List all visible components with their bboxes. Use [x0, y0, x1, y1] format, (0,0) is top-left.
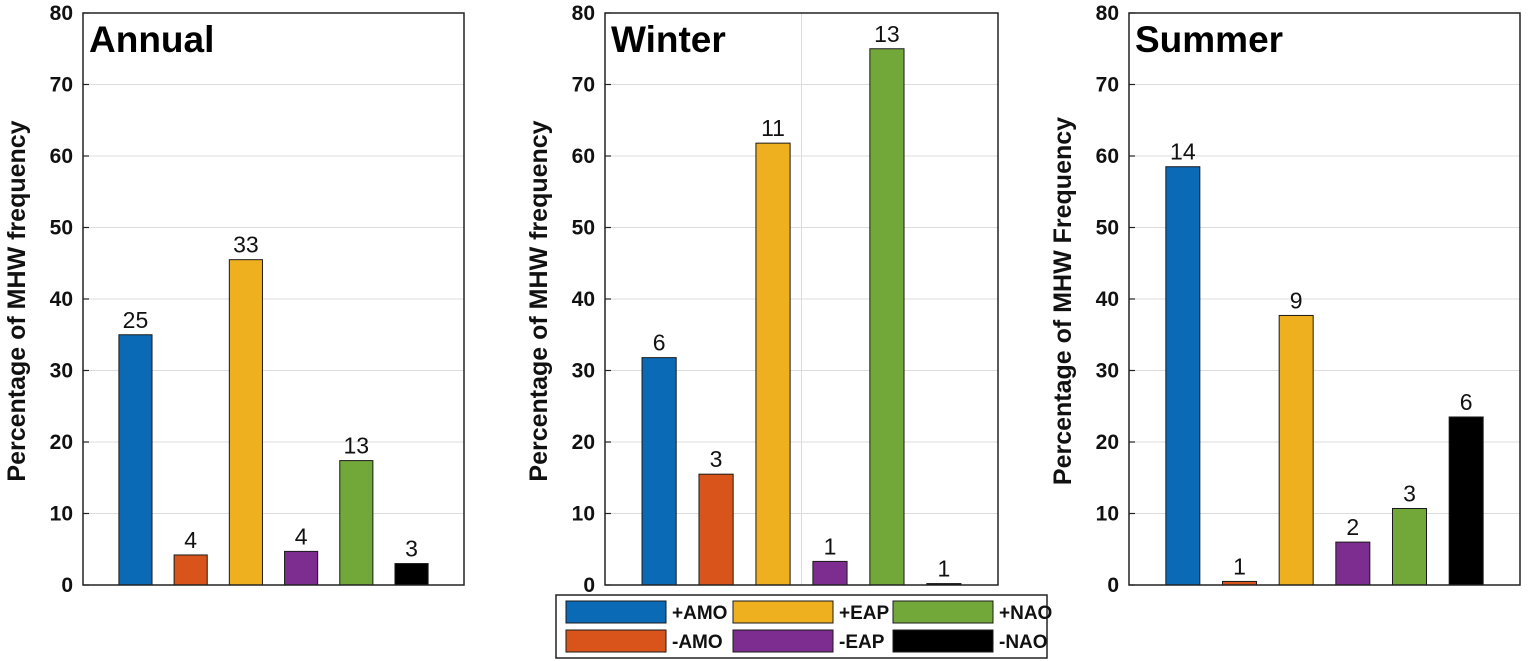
legend-label: -NAO [999, 632, 1048, 653]
data-label: 13 [344, 433, 370, 459]
data-label: 14 [1170, 139, 1196, 165]
bar-minus-nao [1448, 416, 1484, 586]
data-label: 1 [1233, 553, 1246, 579]
bar-minus-eap [284, 550, 319, 586]
y-tick-label: 60 [572, 145, 595, 168]
data-label: 2 [1346, 514, 1359, 540]
y-tick-label: 10 [1096, 503, 1119, 526]
y-tick-label: 40 [572, 288, 595, 311]
legend-swatch [892, 629, 994, 653]
bar-plusminus-amo [1165, 166, 1201, 586]
legend-swatch [732, 629, 834, 653]
data-label: 13 [874, 21, 900, 47]
legend-swatch [565, 629, 667, 653]
y-tick-label: 30 [1096, 360, 1119, 383]
y-tick-label: 50 [1096, 217, 1119, 240]
legend-swatch [732, 600, 834, 624]
data-label: 6 [653, 330, 666, 356]
legend-label: -AMO [672, 632, 723, 653]
y-tick-label: 60 [50, 145, 73, 168]
y-tick-label: 80 [50, 2, 73, 25]
legend-label: +NAO [999, 603, 1052, 624]
data-label: 33 [233, 232, 259, 258]
bar-plusminus-eap [228, 259, 263, 586]
legend-swatch [565, 600, 667, 624]
bar-plusminus-amo [641, 357, 677, 586]
data-label: 3 [1403, 480, 1416, 506]
y-tick-label: 40 [50, 288, 73, 311]
legend: +AMO +EAP +NAO -AMO -EAP -NAO [555, 594, 1052, 659]
y-tick-label: 30 [572, 360, 595, 383]
data-label: 11 [761, 115, 785, 141]
bar-plusminus-eap [1278, 314, 1314, 586]
bar-minus-nao [394, 563, 429, 586]
y-tick-label: 10 [572, 503, 595, 526]
panel-title: Annual [89, 19, 214, 60]
data-label: 3 [710, 446, 723, 472]
data-label: 3 [405, 536, 418, 562]
data-label: 4 [184, 527, 197, 553]
bar-minus-eap [1335, 541, 1371, 586]
y-tick-label: 0 [583, 574, 595, 597]
bar-plusminus-nao [1392, 507, 1427, 586]
y-tick-label: 50 [50, 217, 73, 240]
y-tick-label: 70 [50, 74, 73, 97]
bar-plusminus-nao [339, 460, 374, 586]
y-tick-label: 10 [50, 503, 73, 526]
legend-label: +AMO [672, 603, 727, 624]
y-tick-label: 50 [572, 217, 595, 240]
data-label: 4 [295, 523, 308, 549]
y-tick-label: 80 [1096, 2, 1119, 25]
bar-plusminus-nao [869, 48, 905, 586]
y-axis-label: Percentage of MHW frequency [3, 120, 31, 481]
data-label: 25 [123, 307, 149, 333]
bar-minus-eap [812, 560, 848, 586]
y-tick-label: 80 [572, 2, 595, 25]
y-tick-label: 70 [572, 74, 595, 97]
bar-plusminus-amo [118, 334, 153, 586]
legend-label: +EAP [839, 603, 889, 624]
y-tick-label: 20 [572, 431, 595, 454]
bar-plusminus-eap [755, 142, 791, 586]
y-axis-label: Percentage of MHW Frequency [1049, 117, 1077, 485]
bar-minus-amo [698, 473, 734, 586]
data-label: 1 [937, 556, 950, 582]
panel-title: Summer [1135, 19, 1283, 60]
legend-swatch [892, 600, 994, 624]
y-tick-label: 0 [1107, 574, 1119, 597]
y-tick-label: 0 [61, 574, 73, 597]
data-label: 6 [1460, 389, 1473, 415]
y-tick-label: 70 [1096, 74, 1119, 97]
y-tick-label: 30 [50, 360, 73, 383]
data-label: 9 [1290, 287, 1303, 313]
legend-label: -EAP [839, 632, 885, 653]
y-axis-label: Percentage of MHW frequency [525, 120, 553, 481]
y-tick-label: 20 [1096, 431, 1119, 454]
data-label: 1 [824, 533, 837, 559]
y-tick-label: 60 [1096, 145, 1119, 168]
panel-title: Winter [611, 19, 726, 60]
y-tick-label: 20 [50, 431, 73, 454]
bar-minus-amo [173, 554, 208, 586]
y-tick-label: 40 [1096, 288, 1119, 311]
